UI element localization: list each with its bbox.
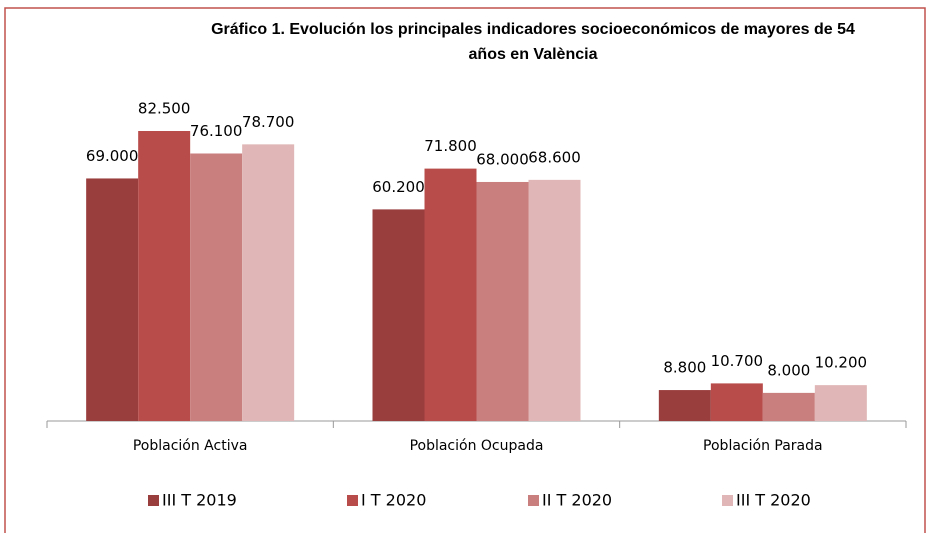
chart-title: Gráfico 1. Evolución los principales ind…: [211, 21, 855, 38]
legend-label: II T 2020: [542, 491, 612, 510]
bar: [372, 209, 425, 421]
chart-title: años en València: [469, 46, 598, 63]
data-label: 60.200: [372, 178, 425, 196]
legend-swatch: [528, 495, 539, 506]
bar: [476, 181, 529, 421]
data-label: 71.800: [424, 137, 477, 155]
bar: [190, 153, 243, 422]
bar: [242, 144, 295, 421]
legend-label: I T 2020: [361, 491, 426, 510]
bar: [814, 385, 867, 421]
legend-label: III T 2019: [162, 491, 237, 510]
bar: [528, 179, 581, 421]
bar: [658, 390, 711, 421]
data-label: 8.000: [767, 361, 810, 379]
bar: [86, 178, 139, 421]
legend-swatch: [722, 495, 733, 506]
data-label: 78.700: [242, 113, 295, 131]
bar: [424, 168, 477, 421]
bar: [710, 383, 763, 421]
bar: [762, 392, 815, 421]
bar: [138, 131, 191, 421]
chart-frame: [4, 7, 926, 533]
data-label: 10.700: [711, 352, 764, 370]
data-label: 68.000: [476, 150, 529, 168]
data-label: 82.500: [138, 100, 191, 118]
data-label: 8.800: [663, 359, 706, 377]
data-label: 69.000: [86, 147, 139, 165]
x-tick-label: Población Activa: [133, 438, 248, 454]
x-tick-label: Población Ocupada: [410, 438, 544, 454]
legend-swatch: [148, 495, 159, 506]
x-tick-label: Población Parada: [703, 438, 823, 454]
legend-label: III T 2020: [736, 491, 811, 510]
legend-swatch: [347, 495, 358, 506]
data-label: 68.600: [528, 148, 581, 166]
data-label: 10.200: [815, 354, 868, 372]
data-label: 76.100: [190, 122, 243, 140]
